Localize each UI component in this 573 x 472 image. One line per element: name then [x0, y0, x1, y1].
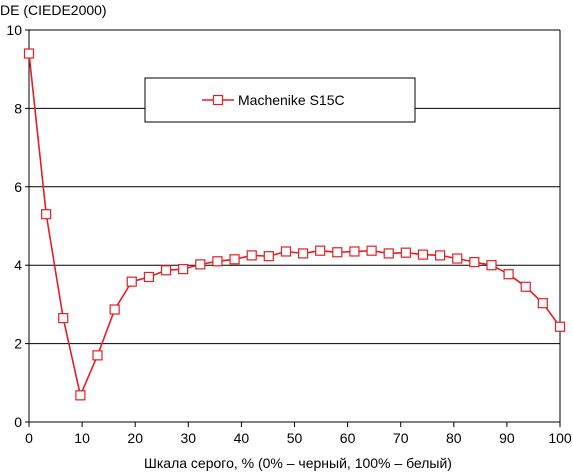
x-tick-label-0: 0	[25, 430, 33, 446]
data-point	[315, 245, 326, 256]
data-point	[366, 245, 377, 256]
grid	[29, 29, 560, 345]
y-tick-label-4: 4	[14, 257, 22, 273]
x-tick-label-10: 10	[74, 430, 90, 446]
x-tick-label-90: 90	[499, 430, 515, 446]
data-point	[23, 48, 35, 59]
data-point	[486, 260, 497, 271]
data-point	[178, 264, 189, 275]
data-point	[417, 249, 429, 260]
y-tick-label-0: 0	[14, 414, 22, 430]
data-point	[126, 276, 137, 287]
x-tick-label-40: 40	[234, 430, 250, 446]
data-point	[554, 321, 566, 332]
y-tick-label-8: 8	[14, 100, 22, 116]
data-point	[41, 209, 52, 220]
data-point	[503, 269, 514, 280]
data-point	[332, 247, 343, 258]
legend-marker	[212, 94, 224, 106]
data-point	[195, 259, 206, 270]
data-point	[297, 248, 309, 259]
x-tick-label-50: 50	[287, 430, 303, 446]
data-point	[58, 313, 69, 324]
y-axis-title: DE (CIEDE2000)	[0, 2, 107, 18]
x-tick-label-100: 100	[548, 430, 572, 446]
x-tick-label-80: 80	[446, 430, 462, 446]
y-tick-label-10: 10	[6, 22, 22, 38]
legend-label: Machenike S15C	[238, 92, 345, 108]
data-point	[469, 256, 480, 268]
data-point	[383, 248, 394, 259]
x-tick-label-30: 30	[181, 430, 197, 446]
x-tick-label-70: 70	[393, 430, 409, 446]
y-tick-label-6: 6	[14, 179, 22, 195]
data-point	[400, 247, 411, 258]
data-point	[229, 254, 240, 265]
data-point	[520, 281, 531, 292]
x-tick-label-60: 60	[340, 430, 356, 446]
x-tick-label-20: 20	[127, 430, 143, 446]
data-point	[160, 265, 172, 276]
data-point	[75, 390, 86, 401]
x-axis-title: Шкала серого, % (0% – черный, 100% – бел…	[144, 455, 452, 471]
y-tick-label-2: 2	[14, 336, 22, 352]
series-layer	[23, 48, 566, 401]
data-point	[143, 271, 154, 283]
data-point	[92, 350, 103, 361]
data-point	[109, 304, 120, 315]
legend-box	[144, 77, 416, 123]
data-point	[452, 253, 463, 264]
data-point	[212, 256, 223, 267]
legend: Machenike S15C	[144, 77, 416, 123]
data-point	[349, 246, 360, 257]
data-point	[435, 250, 446, 261]
data-point	[537, 298, 548, 309]
data-point	[263, 251, 274, 262]
data-point	[246, 250, 257, 261]
data-point	[280, 246, 292, 257]
